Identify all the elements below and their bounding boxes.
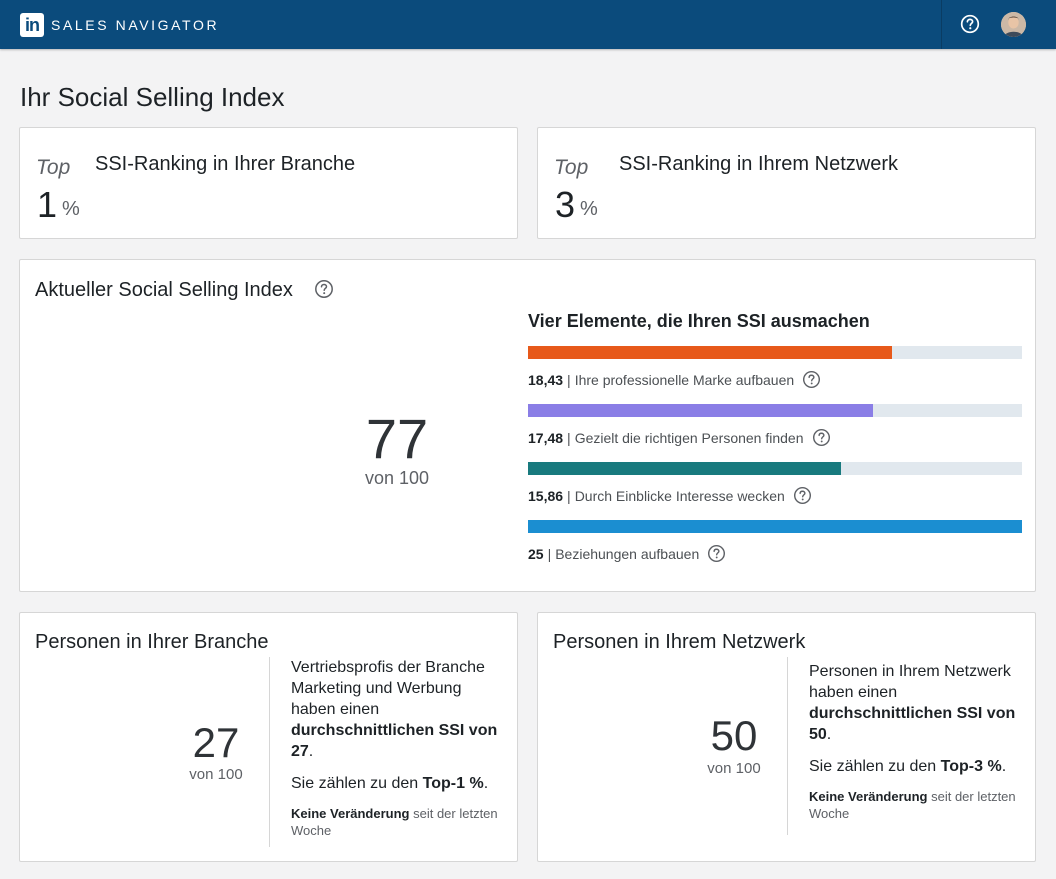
ranking-title: SSI-Ranking in Ihrer Branche: [95, 153, 356, 175]
current-ssi-card: Aktueller Social Selling Index 77 von 10…: [19, 259, 1036, 592]
user-avatar[interactable]: [1001, 12, 1026, 37]
element-name: Ihre professionelle Marke aufbauen: [574, 371, 795, 388]
element-bar-fill: [528, 346, 892, 359]
people-out-of: von 100: [707, 760, 761, 777]
rank-highlight: Top-3 %: [940, 758, 1002, 775]
separator: |: [567, 429, 571, 446]
avatar-photo-icon: [1001, 12, 1026, 37]
element-value: 18,43: [528, 371, 564, 388]
people-out-of: von 100: [189, 766, 243, 783]
element-bar-fill: [528, 520, 1022, 533]
elements-title: Vier Elemente, die Ihren SSI ausmachen: [528, 311, 870, 331]
average-ssi-text: Vertriebsprofis der Branche Marketing un…: [291, 659, 498, 760]
brand-name[interactable]: SALES NAVIGATOR: [51, 17, 220, 33]
help-icon[interactable]: [812, 428, 831, 447]
ranking-prefix: Top: [554, 156, 589, 179]
element-name: Durch Einblicke Interesse wecken: [574, 487, 785, 504]
help-icon[interactable]: [802, 370, 821, 389]
help-icon[interactable]: [314, 279, 334, 299]
network-people-card: Personen in Ihrem Netzwerk 50 von 100 Pe…: [537, 612, 1036, 862]
ranking-unit: %: [62, 198, 80, 220]
people-card-title: Personen in Ihrem Netzwerk: [553, 631, 806, 653]
change-note: Keine Veränderung seit der letzten Woche: [809, 789, 1016, 821]
help-icon[interactable]: [707, 544, 726, 563]
ranking-prefix: Top: [36, 156, 71, 179]
people-description: Personen in Ihrem Netzwerk haben einen d…: [809, 661, 1024, 822]
separator: |: [567, 487, 571, 504]
ssi-out-of: von 100: [364, 468, 430, 488]
ssi-score: 77: [365, 407, 429, 470]
card-divider: [269, 657, 270, 847]
element-name: Beziehungen aufbauen: [555, 545, 700, 562]
page-title: Ihr Social Selling Index: [20, 82, 285, 112]
change-note: Keine Veränderung seit der letzten Woche: [291, 806, 498, 838]
element-label: 15,86 | Durch Einblicke Interesse wecken: [528, 486, 812, 505]
header-divider: [941, 0, 942, 49]
element-value: 15,86: [528, 487, 564, 504]
ranking-unit: %: [580, 198, 598, 220]
ranking-value: 3: [555, 184, 576, 225]
element-label: 25 | Beziehungen aufbauen: [528, 544, 726, 563]
separator: |: [547, 545, 552, 562]
ranking-title: SSI-Ranking in Ihrem Netzwerk: [619, 153, 898, 175]
help-icon[interactable]: [960, 14, 980, 34]
element-label: 18,43 | Ihre professionelle Marke aufbauen: [528, 370, 821, 389]
card-divider: [787, 657, 788, 835]
element-bar-track: [528, 404, 1022, 417]
element-label: 17,48 | Gezielt die richtigen Personen fin…: [528, 428, 831, 447]
element-bar-fill: [528, 462, 841, 475]
people-description: Vertriebsprofis der Branche Marketing un…: [291, 657, 506, 839]
element-value: 17,48: [528, 429, 564, 446]
rank-text: Sie zählen zu den Top-3 %.: [809, 758, 1007, 775]
average-ssi-highlight: durchschnittlichen SSI von 50: [809, 705, 1016, 743]
rank-text: Sie zählen zu den Top-1 %.: [291, 775, 489, 792]
element-bar-track: [528, 520, 1022, 533]
element-value: 25: [528, 545, 544, 562]
linkedin-logo[interactable]: in: [20, 13, 44, 37]
top-navigation-bar: in SALES NAVIGATOR: [0, 0, 1056, 49]
element-bar-track: [528, 462, 1022, 475]
people-score: 50: [710, 712, 758, 759]
element-bar-fill: [528, 404, 873, 417]
ranking-value: 1: [37, 184, 58, 225]
help-icon[interactable]: [793, 486, 812, 505]
people-score: 27: [192, 719, 240, 766]
rank-highlight: Top-1 %: [422, 775, 484, 792]
separator: |: [567, 371, 571, 388]
average-ssi-text: Personen in Ihrem Netzwerk haben einen d…: [809, 663, 1016, 743]
average-ssi-highlight: durchschnittlichen SSI von 27: [291, 722, 498, 760]
network-ranking-card: Top 3 % SSI-Ranking in Ihrem Netzwerk: [537, 127, 1036, 239]
people-card-title: Personen in Ihrer Branche: [35, 631, 269, 653]
industry-ranking-card: Top 1 % SSI-Ranking in Ihrer Branche: [19, 127, 518, 239]
element-name: Gezielt die richtigen Personen finden: [574, 429, 804, 446]
element-bar-track: [528, 346, 1022, 359]
ssi-card-title: Aktueller Social Selling Index: [35, 279, 293, 301]
industry-people-card: Personen in Ihrer Branche 27 von 100 Ver…: [19, 612, 518, 862]
